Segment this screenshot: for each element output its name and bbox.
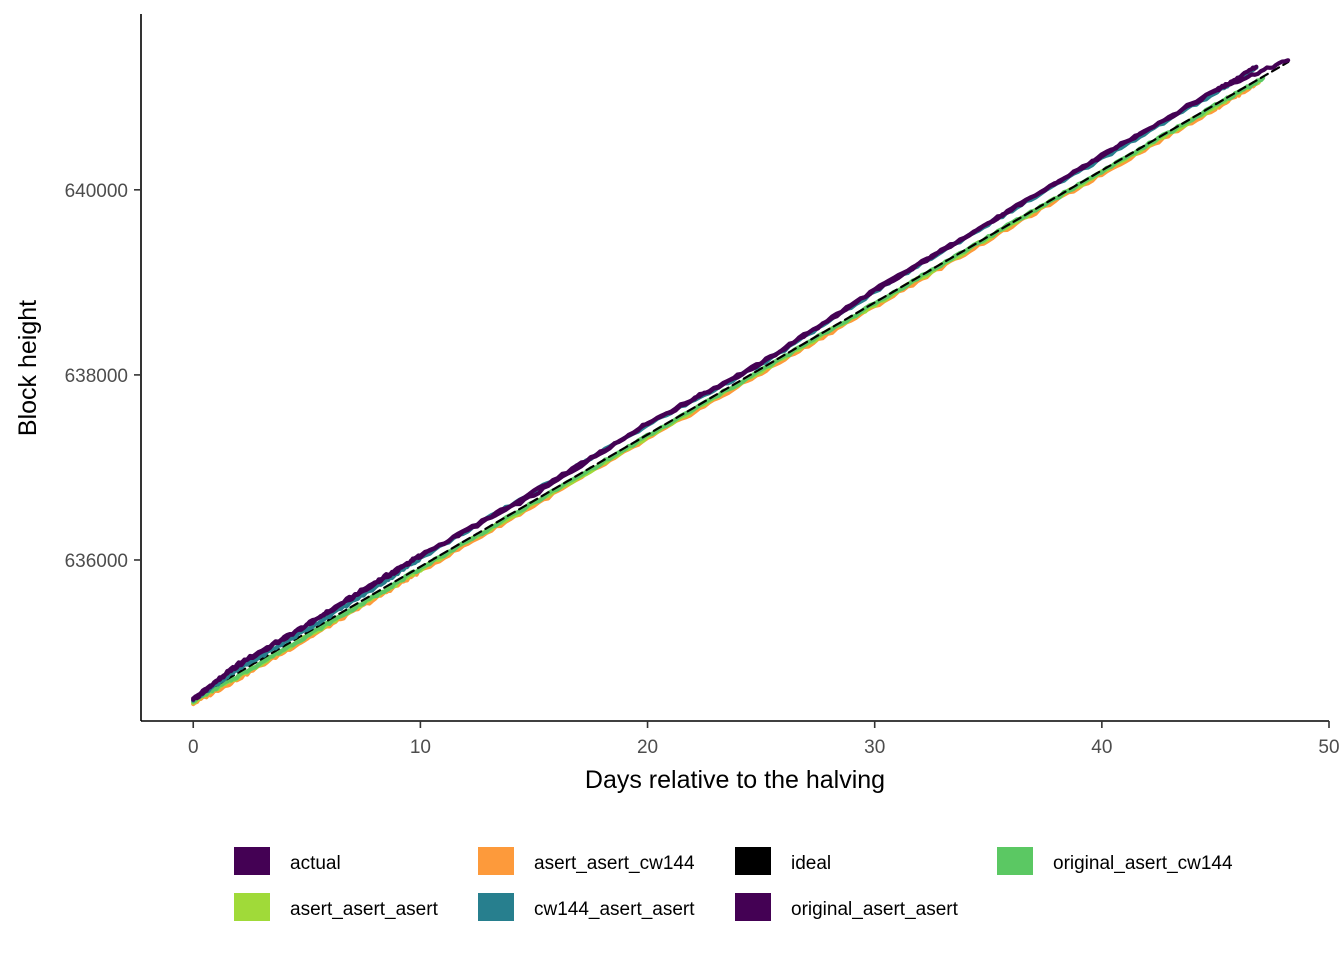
series-line-ideal	[192, 61, 1290, 700]
y-axis-ticks: 636000 638000 640000	[65, 181, 141, 572]
x-tick-label: 0	[188, 737, 199, 758]
legend-swatch	[735, 893, 771, 921]
series-layer	[191, 58, 1291, 707]
y-tick-label: 640000	[65, 181, 128, 202]
legend-swatch	[997, 847, 1033, 875]
legend-item-actual: actual	[234, 847, 341, 875]
series-line-actual	[191, 58, 1291, 702]
legend-swatch	[234, 893, 270, 921]
x-axis-ticks: 0 10 20 30 40 50	[188, 721, 1340, 758]
y-tick-label: 636000	[65, 551, 128, 572]
x-tick-label: 30	[864, 737, 885, 758]
legend-item-asert-asert-asert: asert_asert_asert	[234, 893, 439, 921]
legend-label: actual	[290, 853, 341, 874]
legend-item-cw144-asert-asert: cw144_asert_asert	[478, 893, 695, 921]
legend-swatch	[478, 893, 514, 921]
legend-label: asert_asert_cw144	[534, 853, 695, 874]
legend-label: ideal	[791, 853, 831, 874]
legend-label: original_asert_asert	[791, 899, 959, 920]
y-axis-title: Block height	[14, 300, 42, 436]
x-tick-label: 10	[410, 737, 431, 758]
x-tick-label: 50	[1318, 737, 1339, 758]
legend-item-original-asert-asert: original_asert_asert	[735, 893, 959, 921]
legend-label: original_asert_cw144	[1053, 853, 1233, 874]
legend-swatch	[735, 847, 771, 875]
legend-item-original-asert-cw144: original_asert_cw144	[997, 847, 1233, 875]
y-tick-label: 638000	[65, 366, 128, 387]
legend-item-asert-asert-cw144: asert_asert_cw144	[478, 847, 695, 875]
legend-label: asert_asert_asert	[290, 899, 439, 920]
series-line-original-asert-cw144	[191, 75, 1266, 704]
legend: actual asert_asert_asert asert_asert_cw144…	[234, 847, 1233, 921]
legend-swatch	[478, 847, 514, 875]
legend-label: cw144_asert_asert	[534, 899, 695, 920]
legend-item-ideal: ideal	[735, 847, 831, 875]
legend-swatch	[234, 847, 270, 875]
x-tick-label: 20	[637, 737, 658, 758]
x-tick-label: 40	[1091, 737, 1112, 758]
x-axis-title: Days relative to the halving	[585, 766, 885, 794]
